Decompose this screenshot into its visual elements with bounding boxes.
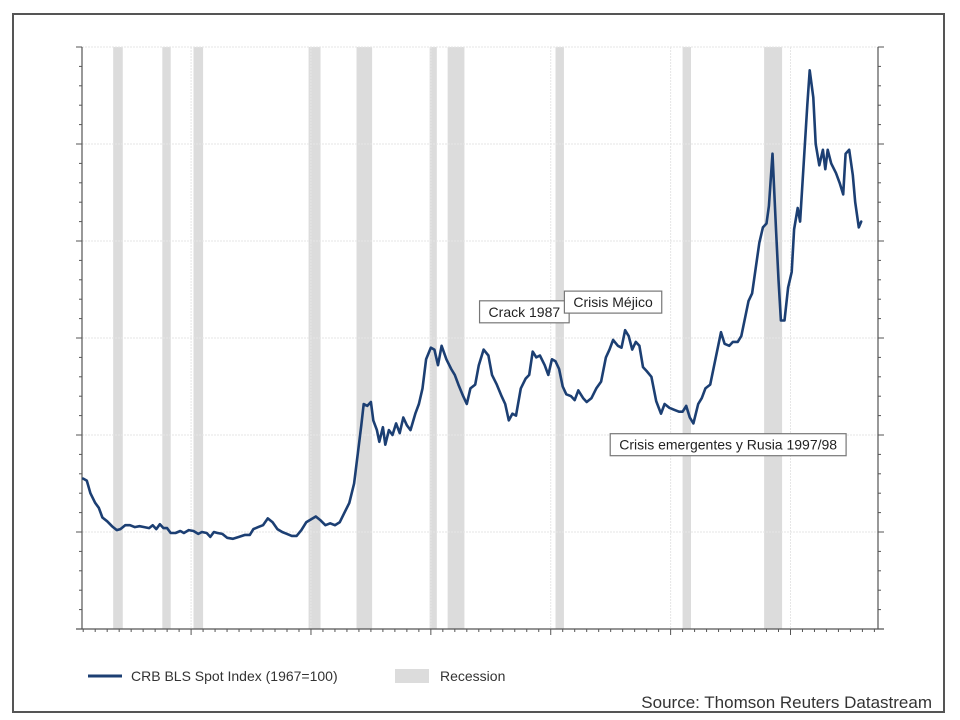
legend-label-index: CRB BLS Spot Index (1967=100): [131, 668, 338, 684]
legend: CRB BLS Spot Index (1967=100) Recession: [88, 668, 505, 684]
source-note: Source: Thomson Reuters Datastream: [641, 693, 932, 712]
annotation-callout: Crisis emergentes y Rusia 1997/98: [609, 433, 847, 457]
annotation-text: Crisis Méjico: [573, 294, 653, 310]
annotation-box: [609, 433, 847, 457]
annotation-text: Crisis emergentes y Rusia 1997/98: [619, 437, 837, 453]
legend-recession-swatch: [395, 669, 429, 683]
legend-label-recession: Recession: [440, 668, 505, 684]
series-line-crb-index: [81, 69, 863, 541]
annotation-box: [563, 290, 663, 314]
annotations: Crack 1987 Crisis Méjico Crisis emergentes…: [478, 290, 847, 457]
recession-bands: [113, 47, 783, 629]
series-group: [81, 69, 863, 541]
recession-band: [113, 47, 123, 629]
recession-band: [193, 47, 204, 629]
annotation-text: Crack 1987: [489, 304, 561, 320]
annotation-callout: Crisis Méjico: [563, 290, 663, 314]
recession-band: [447, 47, 465, 629]
annotation-callout: Crack 1987: [478, 300, 570, 324]
axes: [76, 46, 884, 635]
